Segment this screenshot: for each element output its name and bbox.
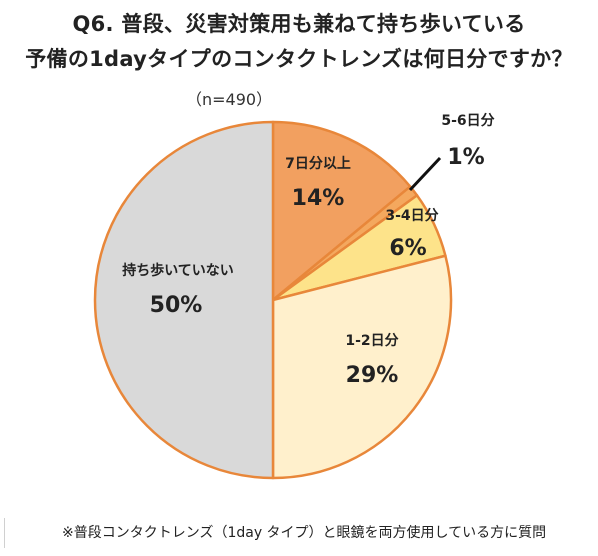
pie-slice-0 <box>271 120 412 302</box>
slice-label-4: 持ち歩いていない <box>122 262 234 279</box>
left-divider <box>4 518 5 548</box>
pie-slice-3 <box>271 254 453 480</box>
footnote: ※普段コンタクトレンズ（1day タイプ）と眼鏡を両方使用している方に質問 <box>62 525 547 541</box>
slice-value-0: 14% <box>292 186 345 211</box>
slice-value-3: 29% <box>346 363 399 388</box>
pie-slice-4 <box>93 120 275 480</box>
slice-value-2: 6% <box>389 236 426 261</box>
chart-title-line1: Q6. 普段、災害対策用も兼ねて持ち歩いている <box>72 12 526 36</box>
slice-label-0: 7日分以上 <box>285 156 351 172</box>
slice-value-4: 50% <box>150 293 203 318</box>
chart-title-line2: 予備の1dayタイプのコンタクトレンズは何日分ですか？ <box>25 47 573 71</box>
slice-label-1: 5-6日分 <box>441 113 494 129</box>
slice-value-1: 1% <box>447 145 484 170</box>
slice-label-2: 3-4日分 <box>385 208 438 224</box>
leader-line-1 <box>408 156 442 192</box>
slice-label-3: 1-2日分 <box>345 333 398 349</box>
sample-size-label: （n=490） <box>186 90 273 109</box>
